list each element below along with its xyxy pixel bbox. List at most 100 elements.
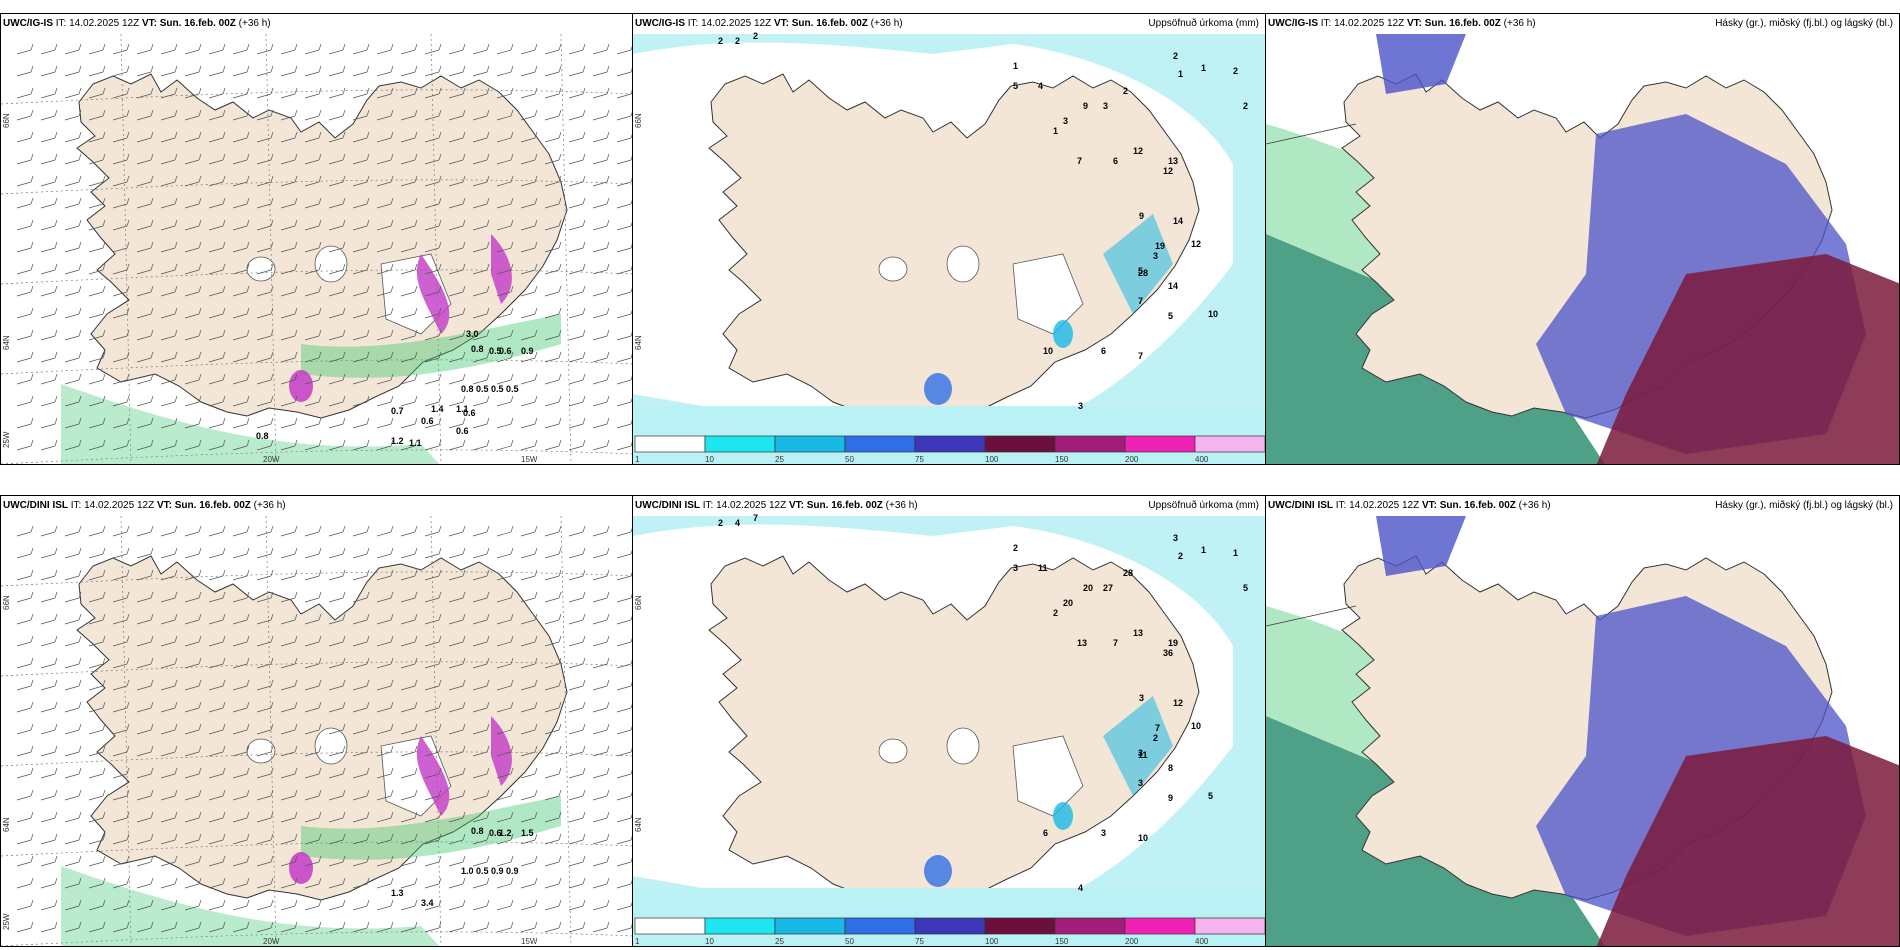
wind-barb <box>352 395 370 407</box>
wind-barb <box>592 877 610 889</box>
wind-barb <box>496 285 514 297</box>
wind-barb <box>328 351 346 363</box>
wind-barb <box>160 723 178 735</box>
value-label: 1.3 <box>391 888 404 898</box>
wind-barb <box>184 65 202 77</box>
wind-barb <box>496 219 514 231</box>
wind-barb <box>616 571 632 581</box>
wind-barb <box>40 525 58 537</box>
wind-barb <box>400 109 418 121</box>
wind-barb <box>472 613 490 625</box>
wind-barb <box>496 921 514 933</box>
wind-barb <box>544 591 562 603</box>
wind-barb <box>208 285 226 297</box>
wind-barb <box>256 395 274 407</box>
wind-barb <box>400 197 418 209</box>
wind-barb <box>592 285 610 297</box>
wind-barb <box>352 701 370 713</box>
wind-barb <box>184 285 202 297</box>
wind-barb <box>304 285 322 297</box>
wind-barb <box>280 43 298 55</box>
wind-barb <box>616 725 632 735</box>
header: UWC/IG-IS IT: 14.02.2025 12Z VT: Sun. 16… <box>1268 18 1536 29</box>
wind-barb <box>64 547 82 559</box>
value-label: 9 <box>1139 211 1144 221</box>
wind-barb <box>568 833 586 845</box>
wind-barb <box>184 525 202 537</box>
wind-barb <box>40 767 58 779</box>
wind-barb <box>280 833 298 845</box>
wind-barb <box>472 65 490 77</box>
colorbar-tick: 50 <box>845 937 854 946</box>
wind-barb <box>352 921 370 933</box>
wind-barb <box>88 701 106 713</box>
wind-barb <box>136 767 154 779</box>
wind-barb <box>376 613 394 625</box>
wind-barb <box>544 679 562 691</box>
wind-barb <box>568 175 586 187</box>
wind-barb <box>352 525 370 537</box>
wind-barb <box>520 877 538 889</box>
wind-barb <box>448 635 466 647</box>
wind-barb <box>304 351 322 363</box>
wind-barb <box>424 701 442 713</box>
value-label: 10 <box>1138 833 1148 843</box>
wind-barb <box>88 241 106 253</box>
wind-barb <box>64 109 82 121</box>
precip-area <box>1103 696 1173 796</box>
colorbar-swatch <box>704 917 776 935</box>
wind-barb <box>568 263 586 275</box>
wind-barb <box>64 613 82 625</box>
value-label: 4 <box>1078 883 1083 893</box>
wind-barb <box>40 789 58 801</box>
wind-barb <box>88 767 106 779</box>
wind-barb <box>112 131 130 143</box>
wind-barb <box>496 547 514 559</box>
wind-barb <box>304 855 322 867</box>
wind-barb <box>544 855 562 867</box>
wind-barb <box>88 153 106 165</box>
wind-barb <box>448 43 466 55</box>
value-label: 5 <box>1243 583 1248 593</box>
wind-barb <box>424 789 442 801</box>
wind-barb <box>544 811 562 823</box>
wind-barb <box>16 153 34 165</box>
wind-barb <box>544 65 562 77</box>
value-label: 0.8 <box>471 344 484 354</box>
wind-barb <box>424 373 442 385</box>
wind-barb <box>184 547 202 559</box>
wind-barb <box>616 265 632 275</box>
value-label: 3 <box>1013 563 1018 573</box>
wind-barb <box>616 615 632 625</box>
value-label: 4 <box>1038 81 1043 91</box>
wind-barb <box>88 417 106 429</box>
panel-title: Hásky (gr.), miðský (fj.bl.) og lágský (… <box>1715 500 1893 511</box>
value-label: 1 <box>1053 126 1058 136</box>
wind-barb <box>544 417 562 429</box>
wind-barb <box>592 855 610 867</box>
wind-barb <box>232 131 250 143</box>
latitude-label: 64N <box>2 817 11 832</box>
value-label: 11 <box>1038 563 1048 573</box>
wind-barb <box>16 921 34 933</box>
wind-barb <box>472 547 490 559</box>
wind-barb <box>472 679 490 691</box>
wind-barb <box>544 285 562 297</box>
wind-barb <box>328 307 346 319</box>
wind-barb <box>400 329 418 341</box>
wind-barb <box>376 789 394 801</box>
wind-barb <box>112 921 130 933</box>
wind-barb <box>496 109 514 121</box>
wind-barb <box>592 109 610 121</box>
wind-barb <box>520 745 538 757</box>
wind-barb <box>40 723 58 735</box>
value-label: 0.9 <box>506 866 519 876</box>
wind-barb <box>16 241 34 253</box>
wind-barb <box>424 329 442 341</box>
wind-barb <box>40 439 58 451</box>
wind-barb <box>448 723 466 735</box>
wind-barb <box>592 87 610 99</box>
wind-barb <box>40 921 58 933</box>
wind-barb <box>544 899 562 911</box>
wind-barb <box>568 373 586 385</box>
